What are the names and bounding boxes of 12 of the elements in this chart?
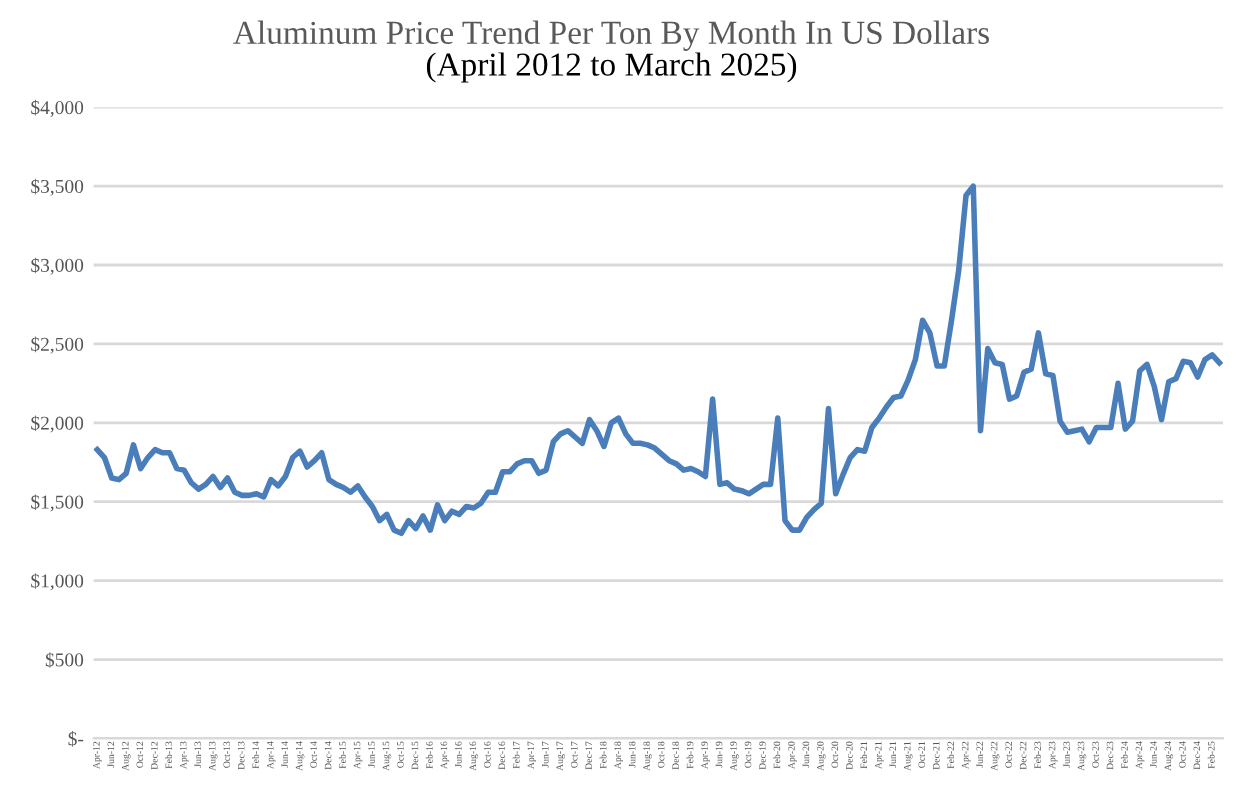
y-tick-label: $1,500 <box>31 494 84 512</box>
chart-subtitle: (April 2012 to March 2025) <box>426 52 797 83</box>
y-tick-label: $3,500 <box>31 178 84 196</box>
y-tick-label: $500 <box>45 652 84 668</box>
y-tick-label: $3,000 <box>31 257 84 275</box>
y-tick-label: $2,500 <box>31 336 84 354</box>
y-tick-label: $2,000 <box>31 415 84 433</box>
y-tick-label: $- <box>68 731 84 747</box>
y-tick-label: $4,000 <box>31 99 84 117</box>
line-series <box>94 183 1223 537</box>
y-tick-label: $1,000 <box>31 573 84 591</box>
chart-title: Aluminum Price Trend Per Ton By Month In US Dollars <box>233 20 989 51</box>
